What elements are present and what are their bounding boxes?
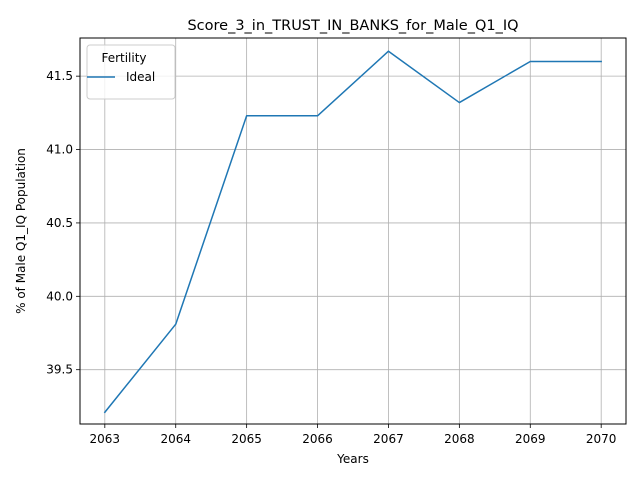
x-tick-label: 2065 (231, 432, 262, 446)
x-tick-label: 2068 (444, 432, 475, 446)
y-axis-label: % of Male Q1_IQ Population (14, 148, 28, 314)
x-tick-label: 2070 (586, 432, 617, 446)
y-tick-label: 41.5 (46, 69, 73, 83)
y-tick-label: 40.0 (46, 289, 73, 303)
x-tick-label: 2063 (90, 432, 121, 446)
legend-label-ideal: Ideal (126, 70, 155, 84)
x-tick-label: 2069 (515, 432, 546, 446)
y-tick-label: 39.5 (46, 363, 73, 377)
x-tick-label: 2066 (302, 432, 333, 446)
x-tick-label: 2064 (160, 432, 191, 446)
x-axis-label: Years (336, 452, 369, 466)
x-tick-label: 2067 (373, 432, 404, 446)
chart-title: Score_3_in_TRUST_IN_BANKS_for_Male_Q1_IQ (187, 18, 518, 34)
legend-title: Fertility (101, 51, 146, 65)
y-tick-label: 40.5 (46, 216, 73, 230)
y-tick-label: 41.0 (46, 143, 73, 157)
legend: Fertility Ideal (87, 45, 175, 99)
